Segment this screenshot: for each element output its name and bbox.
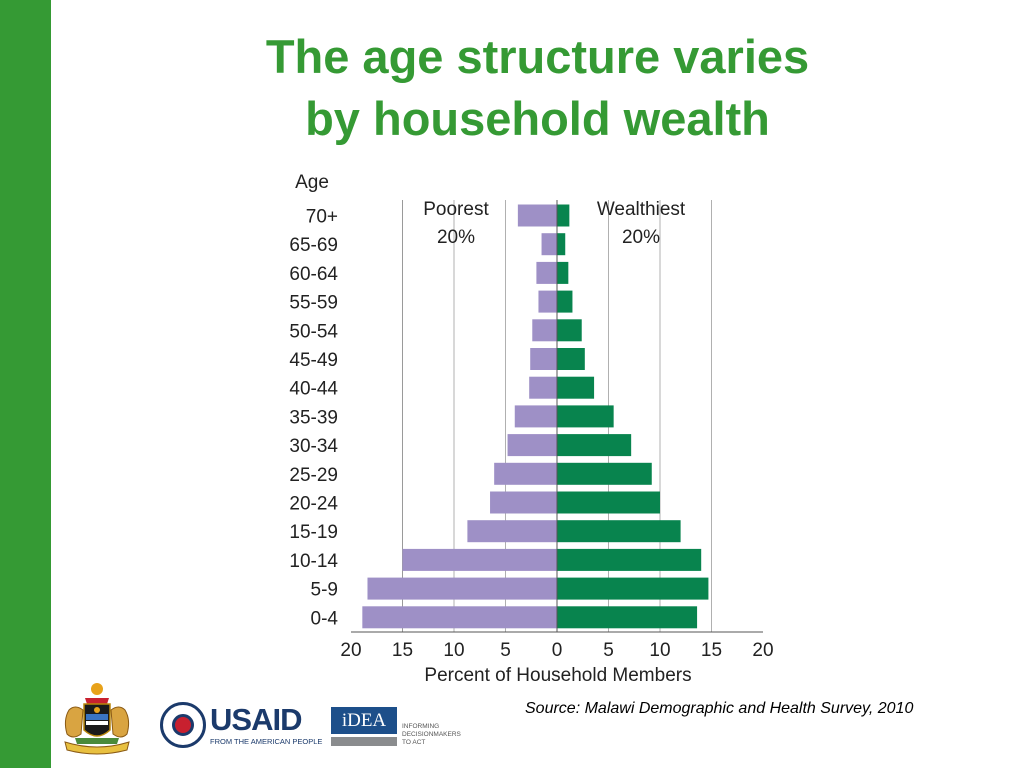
idea-tagline-line-1: INFORMING xyxy=(402,723,440,730)
usaid-wordmark: USAID xyxy=(210,702,302,737)
y-tick-label: 0-4 xyxy=(311,608,339,629)
y-tick-label: 20-24 xyxy=(289,494,338,515)
y-tick-label: 30-34 xyxy=(289,436,338,457)
title-line-1: The age structure varies xyxy=(265,30,810,83)
x-tick-label: 0 xyxy=(552,640,563,661)
bar-poorest xyxy=(402,548,557,571)
coat-of-arms-logo xyxy=(64,683,130,755)
x-tick-label: 15 xyxy=(392,640,413,661)
bar-poorest xyxy=(514,405,557,428)
y-tick-label: 60-64 xyxy=(289,264,338,285)
bar-wealthiest xyxy=(557,233,566,256)
idea-tagline: INFORMING DECISIONMAKERS TO ACT xyxy=(402,723,461,747)
bar-poorest xyxy=(536,261,557,284)
accent-sidebar xyxy=(0,0,51,768)
bar-poorest xyxy=(467,520,557,543)
idea-logo: iDEA INFORMING DECISIONMAKERS TO ACT xyxy=(331,707,471,752)
y-tick-label: 15-19 xyxy=(289,522,338,543)
series-label-poorest: Poorest xyxy=(423,199,489,220)
source-note: Source: Malawi Demographic and Health Su… xyxy=(525,700,914,717)
x-tick-label: 15 xyxy=(701,640,722,661)
bar-wealthiest xyxy=(557,319,582,342)
bar-wealthiest xyxy=(557,491,660,514)
y-axis-title: Age xyxy=(295,172,329,193)
bar-poorest xyxy=(529,376,557,399)
y-tick-label: 55-59 xyxy=(289,293,338,314)
bar-poorest xyxy=(507,434,557,457)
y-tick-label: 35-39 xyxy=(289,407,338,428)
x-tick-label: 10 xyxy=(443,640,464,661)
bar-poorest xyxy=(530,348,557,370)
y-tick-label: 5-9 xyxy=(311,580,338,601)
bar-wealthiest xyxy=(557,462,652,485)
idea-wordmark: iDEA xyxy=(331,707,397,734)
bar-poorest xyxy=(367,577,557,600)
bar-poorest xyxy=(541,233,557,256)
idea-tagline-line-2: DECISIONMAKERS xyxy=(402,731,461,738)
y-tick-label: 25-29 xyxy=(289,465,338,486)
y-tick-label: 70+ xyxy=(306,207,338,228)
bar-wealthiest xyxy=(557,348,585,370)
bar-poorest xyxy=(517,204,557,227)
y-tick-label: 45-49 xyxy=(289,350,338,371)
bar-wealthiest xyxy=(557,577,709,600)
series-label-wealthiest: Wealthiest xyxy=(597,199,686,220)
bar-wealthiest xyxy=(557,376,595,399)
x-tick-label: 20 xyxy=(340,640,361,661)
y-tick-label: 50-54 xyxy=(289,321,338,342)
bar-wealthiest xyxy=(557,261,569,284)
slide-title: The age structure varies by household we… xyxy=(51,26,1024,150)
y-tick-label: 10-14 xyxy=(289,551,338,572)
bar-wealthiest xyxy=(557,548,702,571)
series-label-wealthiest-share: 20% xyxy=(622,227,660,248)
bar-poorest xyxy=(532,319,557,342)
bar-wealthiest xyxy=(557,405,614,428)
bar-wealthiest xyxy=(557,434,632,457)
y-tick-label: 65-69 xyxy=(289,235,338,256)
y-tick-label: 40-44 xyxy=(289,379,338,400)
usaid-seal-icon xyxy=(160,702,206,748)
x-tick-label: 5 xyxy=(603,640,614,661)
bar-poorest xyxy=(538,290,557,313)
bar-wealthiest xyxy=(557,606,698,629)
usaid-tagline: FROM THE AMERICAN PEOPLE xyxy=(210,737,323,746)
idea-tagline-line-3: TO ACT xyxy=(402,739,426,746)
bar-wealthiest xyxy=(557,290,573,313)
bar-poorest xyxy=(494,462,557,485)
series-label-poorest-share: 20% xyxy=(437,227,475,248)
x-tick-label: 20 xyxy=(752,640,773,661)
title-line-2: by household wealth xyxy=(305,92,770,145)
bar-poorest xyxy=(490,491,557,514)
idea-underline-bar xyxy=(331,737,397,746)
x-tick-label: 5 xyxy=(500,640,511,661)
bar-wealthiest xyxy=(557,520,681,543)
x-tick-label: 10 xyxy=(649,640,670,661)
x-axis-title: Percent of Household Members xyxy=(424,665,691,686)
bar-poorest xyxy=(362,606,557,629)
usaid-logo: USAID FROM THE AMERICAN PEOPLE xyxy=(160,700,322,752)
bar-wealthiest xyxy=(557,204,570,227)
